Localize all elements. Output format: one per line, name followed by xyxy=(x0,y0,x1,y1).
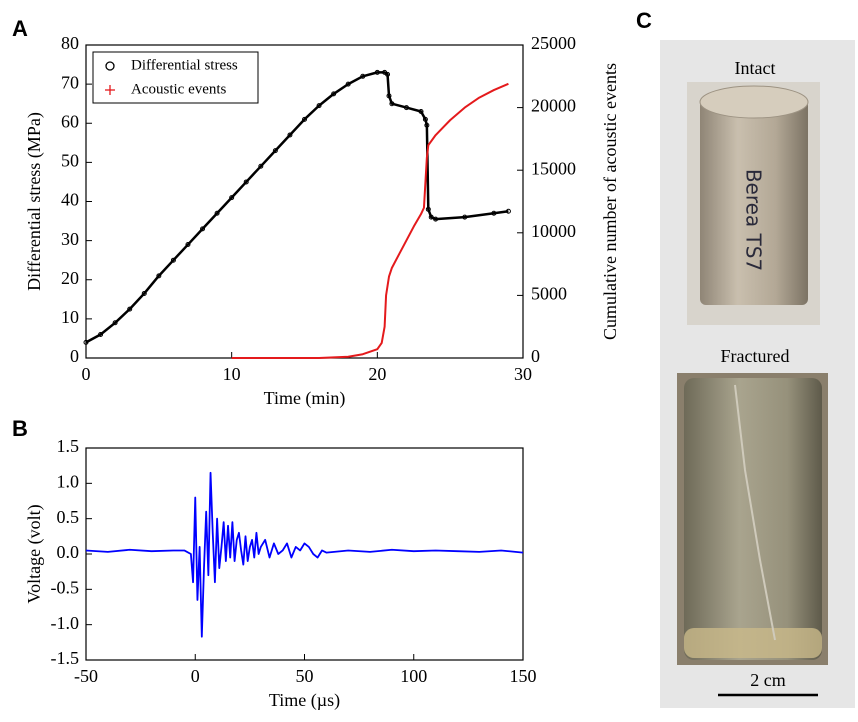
x-tick-label: 100 xyxy=(400,666,427,686)
panel-label: C xyxy=(636,8,652,33)
x-tick-label: 0 xyxy=(82,364,91,384)
y-tick-label: 0.5 xyxy=(57,507,80,527)
x-tick-label: 10 xyxy=(223,364,241,384)
plot-frame xyxy=(85,447,524,661)
sample-label: Berea TS7 xyxy=(742,169,766,271)
data-point xyxy=(389,101,395,107)
y2-axis-label: Cumulative number of acoustic events xyxy=(600,63,620,340)
data-point xyxy=(418,109,424,115)
data-point xyxy=(156,273,162,279)
data-point xyxy=(403,105,409,111)
y-tick-label: 1.5 xyxy=(57,436,80,456)
data-point xyxy=(428,214,434,220)
data-point xyxy=(422,116,428,122)
series-line xyxy=(85,71,509,344)
data-point xyxy=(272,148,278,154)
data-point xyxy=(385,71,391,77)
data-point xyxy=(331,91,337,97)
x-axis-label: Time (min) xyxy=(264,388,346,409)
y-tick-label: 30 xyxy=(61,229,79,249)
data-point xyxy=(316,103,322,109)
y2-tick-label: 25000 xyxy=(531,33,576,53)
y-tick-label: 60 xyxy=(61,111,79,131)
y-tick-label: 0 xyxy=(70,346,79,366)
data-point xyxy=(229,195,235,201)
y-tick-label: 0.0 xyxy=(57,542,80,562)
y2-tick-label: 20000 xyxy=(531,96,576,116)
x-tick-label: 150 xyxy=(510,666,537,686)
data-point xyxy=(433,216,439,222)
x-axis-label: Time (µs) xyxy=(269,690,340,711)
y2-tick-label: 15000 xyxy=(531,158,576,178)
data-point xyxy=(302,116,307,122)
panel-label: A xyxy=(12,16,28,41)
intact-sample: Berea TS7 xyxy=(699,85,809,305)
data-point xyxy=(243,179,249,185)
data-point xyxy=(425,206,431,212)
data-point xyxy=(185,242,191,248)
data-point xyxy=(127,306,133,312)
data-point xyxy=(360,73,366,79)
data-point xyxy=(83,339,89,345)
data-point xyxy=(112,320,118,326)
y-tick-label: 20 xyxy=(61,268,79,288)
series-line xyxy=(231,82,509,359)
scale-bar-label: 2 cm xyxy=(750,670,786,690)
data-point xyxy=(200,226,206,232)
data-point xyxy=(491,210,497,216)
data-point xyxy=(170,257,176,263)
data-point xyxy=(386,93,392,99)
legend-label: Differential stress xyxy=(131,57,238,73)
y-axis-label: Differential stress (MPa) xyxy=(24,112,45,291)
data-point xyxy=(424,122,430,128)
y-tick-label: -1.5 xyxy=(51,648,80,668)
data-point xyxy=(287,132,293,138)
series-line xyxy=(85,471,524,638)
y2-tick-label: 0 xyxy=(531,346,540,366)
photo-caption: Intact xyxy=(735,58,776,78)
x-tick-label: 50 xyxy=(296,666,314,686)
y-tick-label: 50 xyxy=(61,151,79,171)
data-point xyxy=(374,69,380,75)
y-tick-label: -1.0 xyxy=(51,613,80,633)
x-tick-label: -50 xyxy=(74,666,98,686)
y-tick-label: 40 xyxy=(61,190,79,210)
data-point xyxy=(505,208,511,214)
y-axis-label: Voltage (volt) xyxy=(24,504,45,603)
y-tick-label: 1.0 xyxy=(57,471,80,491)
data-point xyxy=(141,290,147,296)
y-tick-label: 10 xyxy=(61,307,79,327)
y2-tick-label: 10000 xyxy=(531,221,576,241)
y2-tick-label: 5000 xyxy=(531,284,567,304)
legend-box xyxy=(92,51,259,104)
y-tick-label: 80 xyxy=(61,33,79,53)
photo-caption: Fractured xyxy=(721,346,790,366)
data-point xyxy=(462,214,468,220)
panel-label: B xyxy=(12,416,28,441)
fractured-sample xyxy=(684,378,822,660)
x-tick-label: 20 xyxy=(368,364,386,384)
x-tick-label: 30 xyxy=(514,364,532,384)
legend-marker xyxy=(105,61,115,71)
x-tick-label: 0 xyxy=(191,666,200,686)
data-point xyxy=(258,163,264,169)
y-tick-label: -0.5 xyxy=(51,577,80,597)
data-point xyxy=(98,332,104,338)
legend-label: Acoustic events xyxy=(131,81,227,97)
data-point xyxy=(345,81,351,87)
y-tick-label: 70 xyxy=(61,72,79,92)
data-point xyxy=(214,210,220,216)
